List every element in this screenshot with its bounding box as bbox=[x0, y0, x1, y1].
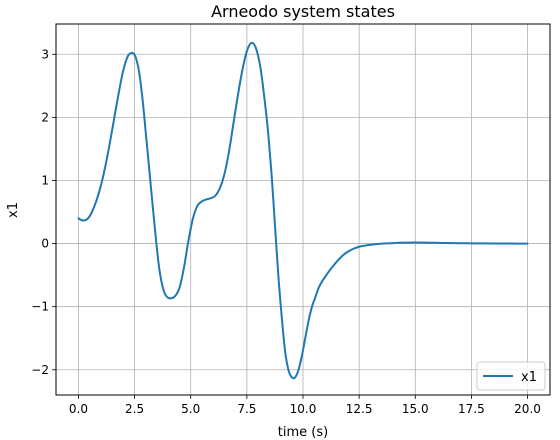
x-tick-label: 10.0 bbox=[290, 402, 317, 416]
x-tick-label: 5.0 bbox=[181, 402, 200, 416]
x-tick-label: 2.5 bbox=[125, 402, 144, 416]
legend-label-x1: x1 bbox=[521, 370, 537, 385]
axis-ticks: 0.0 2.5 5.0 7.5 10.0 12.5 15.0 17.5 20.0 −2 −1 0 1 2 3 bbox=[31, 47, 541, 416]
y-tick-label: 2 bbox=[41, 110, 49, 124]
x-axis-title: time (s) bbox=[278, 425, 328, 440]
x-tick-label: 20.0 bbox=[514, 402, 541, 416]
x-tick-label: 12.5 bbox=[346, 402, 373, 416]
series-layer bbox=[77, 41, 529, 380]
chart-title: Arneodo system states bbox=[211, 2, 395, 21]
y-tick-label: 1 bbox=[41, 173, 49, 187]
x-tick-label: 0.0 bbox=[69, 402, 88, 416]
y-tick-label: −2 bbox=[31, 363, 49, 377]
x-tick-label: 15.0 bbox=[402, 402, 429, 416]
x-tick-label: 7.5 bbox=[237, 402, 256, 416]
y-tick-label: 3 bbox=[41, 47, 49, 61]
x-tick-label: 17.5 bbox=[458, 402, 485, 416]
y-tick-label: 0 bbox=[41, 237, 49, 251]
y-axis-title: x1 bbox=[6, 202, 21, 218]
series-line-x1 bbox=[77, 41, 529, 380]
legend: x1 bbox=[476, 361, 546, 391]
y-tick-label: −1 bbox=[31, 300, 49, 314]
grid-lines bbox=[56, 24, 550, 395]
